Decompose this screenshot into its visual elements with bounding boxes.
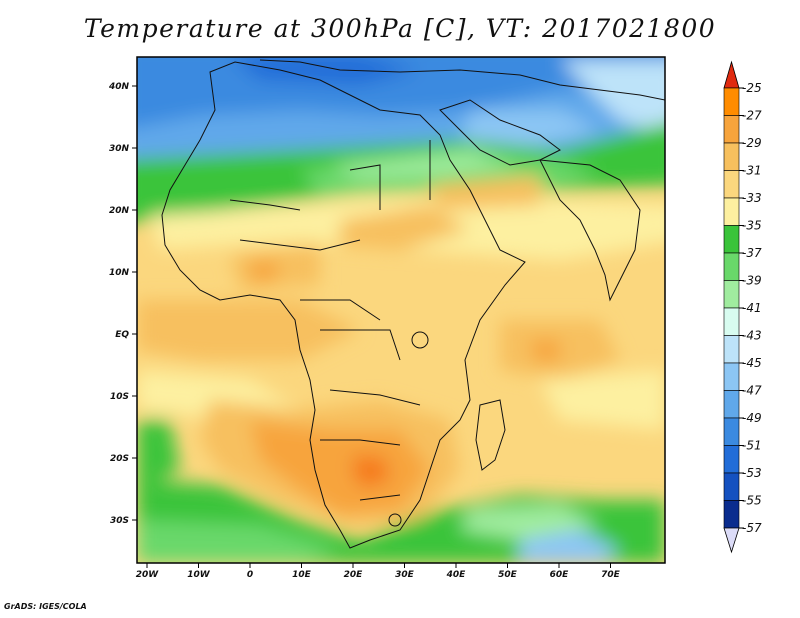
colorbar-label: -31	[742, 164, 762, 178]
colorbar-label: -39	[742, 274, 762, 288]
y-tick-label: EQ	[115, 330, 129, 340]
colorbar-top-arrow	[723, 60, 740, 89]
y-tick-label: 10S	[110, 392, 129, 402]
colorbar-label: -47	[742, 384, 762, 398]
colorbar-label: -45	[742, 356, 762, 370]
colorbar-label: -41	[742, 301, 762, 315]
colorbar-segment	[723, 115, 740, 144]
colorbar-bottom-arrow	[723, 527, 740, 554]
y-tick-label: 30N	[109, 144, 130, 154]
colorbar-label: -53	[742, 466, 762, 480]
colorbar-label: -57	[742, 521, 762, 535]
x-tick-label: 20E	[344, 570, 364, 580]
x-tick-label: 40E	[446, 570, 467, 580]
x-tick-label: 10E	[292, 570, 312, 580]
colorbar-segment	[723, 170, 740, 199]
y-tick-label: 20S	[110, 454, 129, 464]
x-tick-label: 20W	[136, 570, 160, 580]
colorbar-label: -33	[742, 191, 762, 205]
colorbar-segment	[723, 87, 740, 116]
colorbar-label: -27	[742, 109, 762, 123]
colorbar-label: -55	[742, 494, 762, 508]
y-tick-label: 20N	[109, 206, 130, 216]
y-tick-label: 10N	[109, 268, 130, 278]
colorbar-label: -35	[742, 219, 762, 233]
colorbar-segment	[723, 390, 740, 419]
colorbar-label: -37	[742, 246, 762, 260]
colorbar-label: -49	[742, 411, 762, 425]
colorbar: -25 -27 -29 -31 -33 -35 -37 -39 -41 -43 -45 -47 -49 -…	[723, 60, 762, 554]
coastlines	[161, 59, 665, 549]
colorbar-label: -51	[742, 439, 762, 453]
colorbar-segment	[723, 335, 740, 364]
colorbar-label: -29	[742, 136, 762, 150]
colorbar-segment	[723, 225, 740, 254]
colorbar-segment	[723, 417, 740, 446]
x-tick-label: 50E	[498, 570, 518, 580]
colorbar-segment	[723, 362, 740, 391]
colorbar-segment	[723, 197, 740, 226]
map-title: Temperature at 300hPa [C], VT: 201702180…	[83, 14, 717, 43]
colorbar-segment	[723, 445, 740, 474]
map-frame	[136, 56, 666, 564]
x-tick-label: 30E	[395, 570, 415, 580]
colorbar-segment	[723, 500, 740, 529]
colorbar-segment	[723, 280, 740, 309]
x-tick-label: 0	[247, 570, 253, 580]
colorbar-segment	[723, 252, 740, 281]
x-tick-label: 60E	[550, 570, 570, 580]
x-tick-label: 10W	[187, 570, 211, 580]
latitude-ticks: 40N 30N 20N 10N EQ 10S 20S 30S	[108, 82, 137, 526]
colorbar-label: -43	[742, 329, 762, 343]
colorbar-label: -25	[742, 81, 762, 95]
temperature-field	[137, 57, 665, 563]
colorbar-segment	[723, 307, 740, 336]
longitude-ticks: 20W 10W 0 10E 20E 30E 40E 50E 60E 70E	[136, 563, 621, 580]
y-tick-label: 30S	[110, 516, 129, 526]
colorbar-segment	[723, 472, 740, 501]
credit-text: GrADS: IGES/COLA	[4, 602, 87, 611]
y-tick-label: 40N	[108, 82, 130, 92]
x-tick-label: 70E	[601, 570, 621, 580]
colorbar-segment	[723, 142, 740, 171]
